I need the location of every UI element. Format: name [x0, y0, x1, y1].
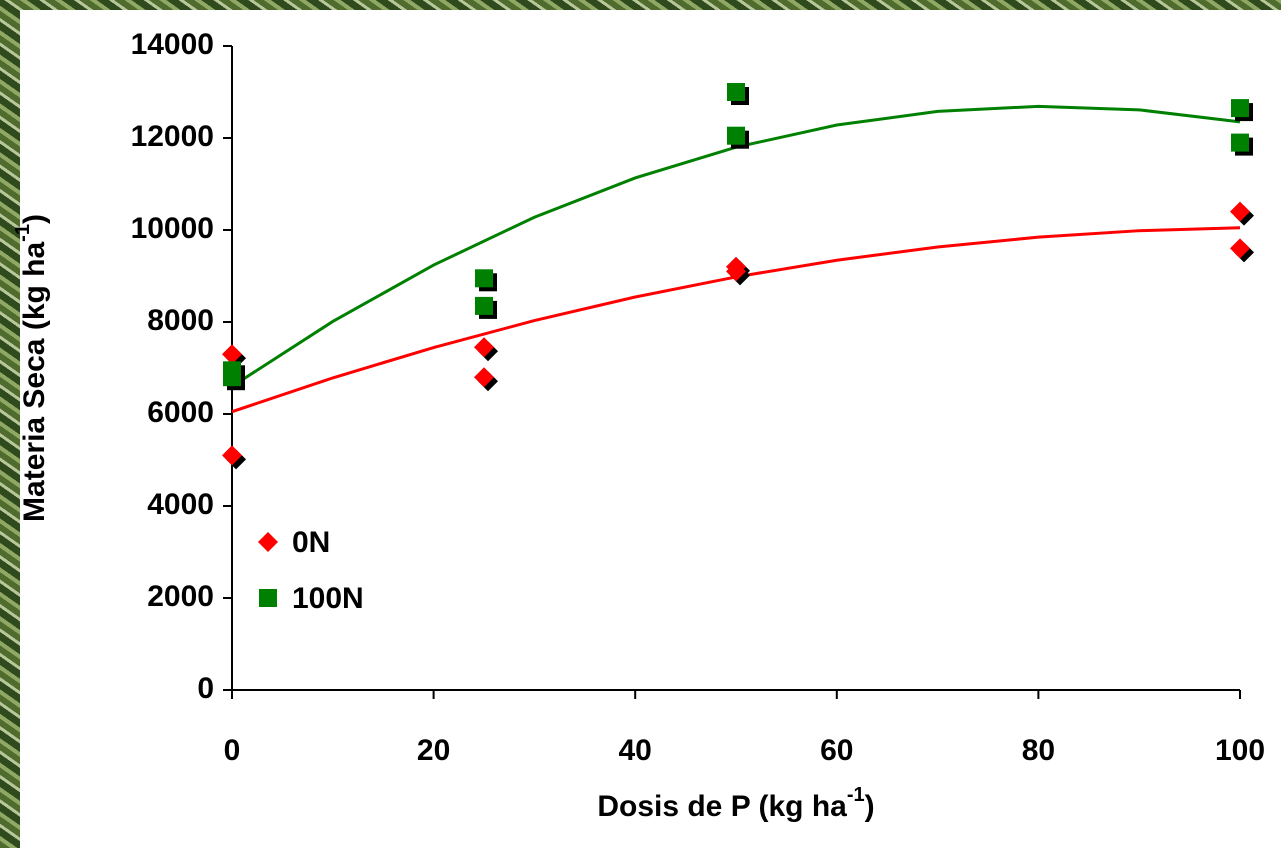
point [1231, 133, 1249, 152]
x-tick-label: 100 [1215, 734, 1265, 767]
y-tick-label: 0 [197, 672, 214, 705]
x-axis-label-end: ) [865, 790, 875, 823]
y-tick-label: 2000 [147, 580, 214, 613]
x-tick-label: 60 [820, 734, 853, 767]
y-axis-label-sup: -1 [12, 224, 34, 242]
x-tick-label: 0 [224, 734, 241, 767]
y-axis-label-end: ) [18, 214, 51, 224]
y-tick-label: 4000 [147, 488, 214, 521]
legend-marker [259, 589, 277, 607]
x-tick-label: 40 [619, 734, 652, 767]
point [1230, 238, 1250, 259]
x-tick-label: 20 [417, 734, 450, 767]
point [727, 83, 745, 101]
point [727, 126, 745, 145]
y-tick-label: 14000 [131, 28, 214, 61]
point [1231, 99, 1249, 118]
y-tick-label: 6000 [147, 396, 214, 429]
point [474, 337, 494, 358]
chart-panel [20, 10, 1281, 848]
point [475, 296, 493, 315]
x-axis-label-text: Dosis de P (kg ha [597, 790, 847, 823]
fit-line [231, 226, 1241, 414]
legend-marker [258, 532, 278, 552]
x-axis-label-sup: -1 [847, 784, 865, 806]
point [223, 368, 241, 387]
point [475, 269, 493, 288]
y-tick-label: 8000 [147, 304, 214, 337]
legend-label: 100N [292, 582, 364, 615]
y-tick-label: 10000 [131, 212, 214, 245]
point [1230, 201, 1250, 222]
point [222, 445, 242, 466]
point [726, 261, 746, 282]
point [222, 344, 242, 365]
x-axis-label: Dosis de P (kg ha-1) [597, 784, 874, 823]
point [474, 367, 494, 388]
legend-label: 0N [292, 526, 330, 559]
x-tick-label: 80 [1022, 734, 1055, 767]
y-axis-label-text: Materia Seca (kg ha [18, 242, 51, 522]
y-axis-label: Materia Seca (kg ha-1) [12, 214, 51, 522]
y-tick-label: 12000 [131, 120, 214, 153]
